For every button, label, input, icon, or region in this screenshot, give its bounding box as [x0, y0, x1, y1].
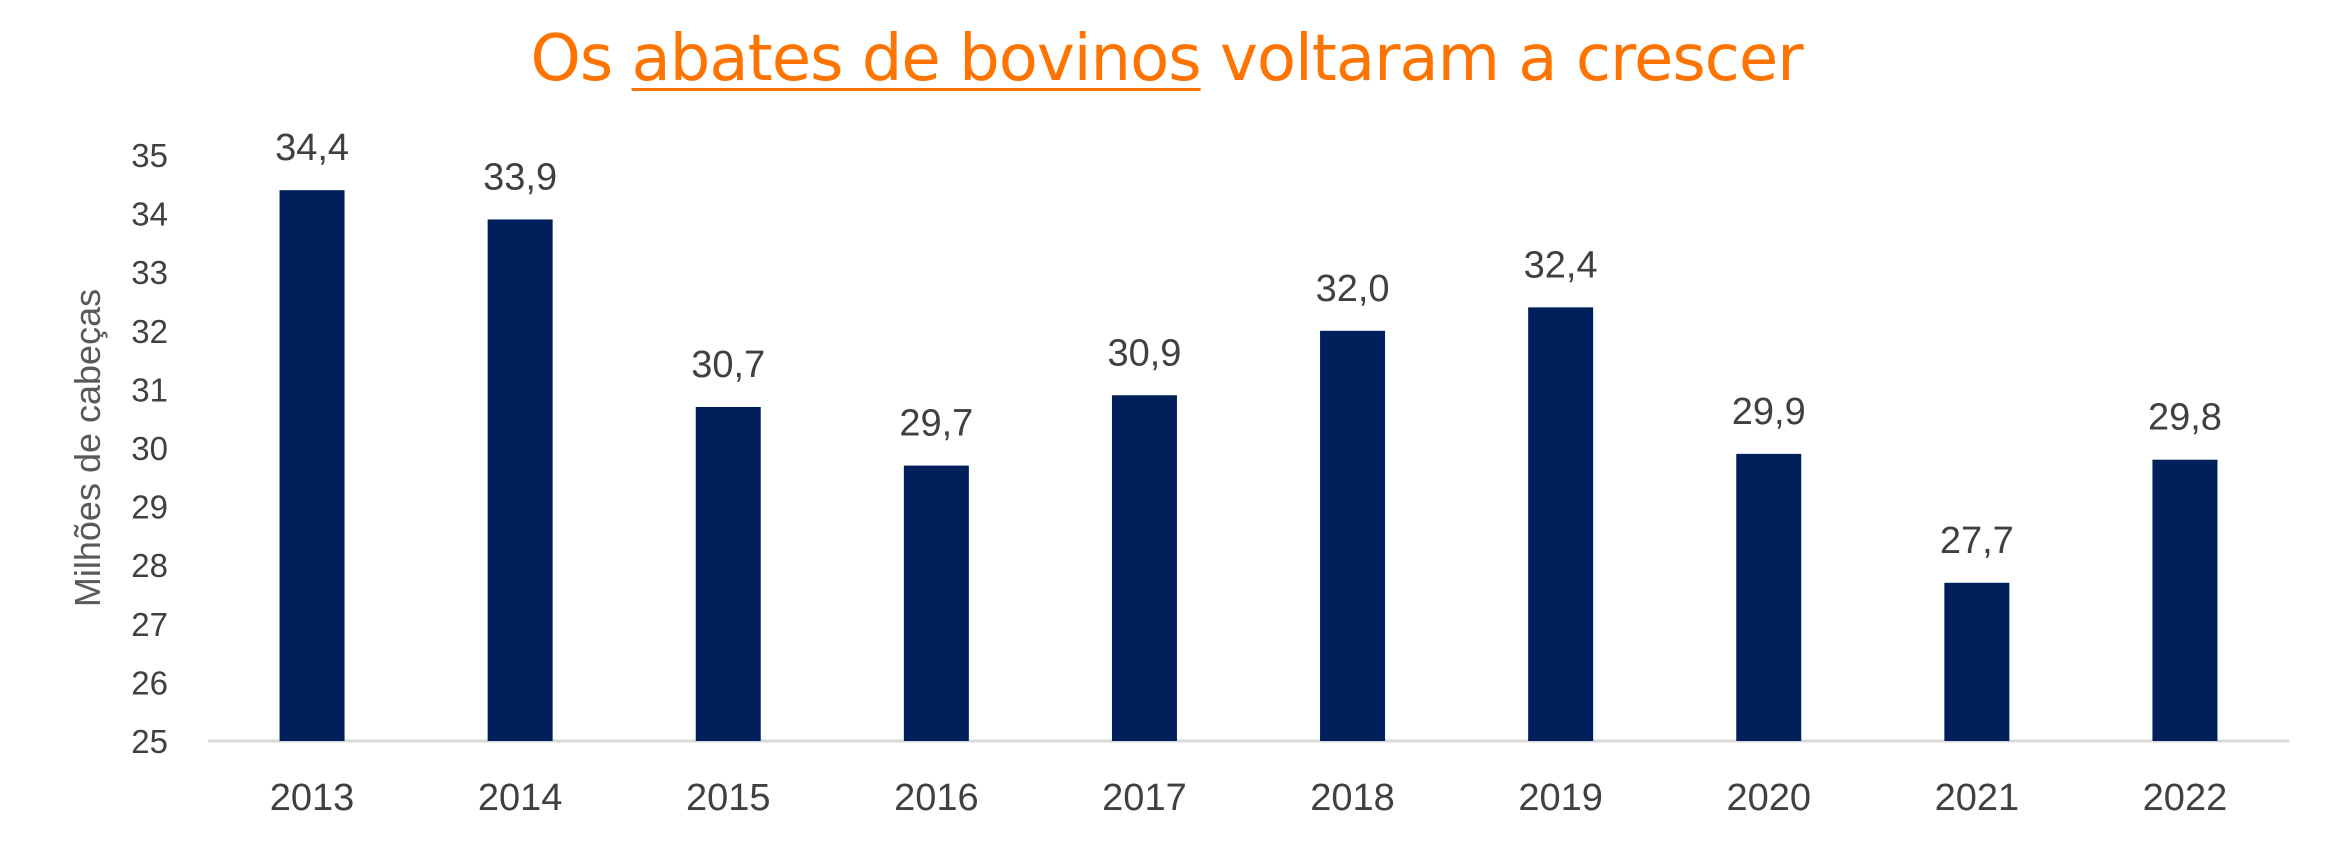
bar-2015 — [695, 406, 761, 741]
data-label-2015: 30,7 — [691, 344, 765, 386]
value-labels: 34,4 33,9 30,7 29,7 30,9 32,0 32,4 29,9 27,7 29,8 — [275, 127, 2222, 562]
y-axis-ticks: 25 26 27 28 29 30 31 32 33 34 35 — [131, 137, 168, 760]
data-label-2018: 32,0 — [1316, 268, 1390, 310]
y-tick-label: 33 — [131, 254, 168, 291]
title-part-after: voltaram a crescer — [1200, 22, 1804, 96]
chart-title: Os abates de bovinos voltaram a crescer — [0, 22, 2333, 96]
y-tick-label: 32 — [131, 313, 168, 350]
data-label-2016: 29,7 — [899, 403, 973, 445]
bar-2013 — [279, 190, 345, 741]
x-tick-label-2013: 2013 — [270, 777, 355, 819]
x-axis-ticks: 2013 2014 2015 2016 2017 2018 2019 2020 2021 2022 — [270, 777, 2227, 819]
bar-2020 — [1736, 453, 1802, 741]
x-tick-label-2021: 2021 — [1935, 777, 2020, 819]
data-label-2014: 33,9 — [483, 156, 557, 198]
data-label-2020: 29,9 — [1732, 391, 1806, 433]
bar-2021 — [1944, 582, 2010, 741]
x-tick-label-2014: 2014 — [478, 777, 563, 819]
data-label-2017: 30,9 — [1107, 332, 1181, 374]
x-tick-label-2019: 2019 — [1518, 777, 1603, 819]
x-tick-label-2020: 2020 — [1726, 777, 1811, 819]
x-tick-label-2017: 2017 — [1102, 777, 1187, 819]
y-tick-label: 29 — [131, 489, 168, 526]
bar-2014 — [487, 219, 553, 741]
x-tick-label-2016: 2016 — [894, 777, 979, 819]
bar-2016 — [903, 465, 969, 741]
bar-2019 — [1528, 307, 1594, 741]
y-tick-label: 30 — [131, 430, 168, 467]
bar-2017 — [1111, 395, 1177, 741]
y-tick-label: 28 — [131, 547, 168, 584]
y-tick-label: 27 — [131, 606, 168, 643]
x-tick-label-2015: 2015 — [686, 777, 771, 819]
title-highlight: abates de bovinos — [631, 22, 1202, 96]
y-tick-label: 26 — [131, 664, 168, 701]
data-label-2021: 27,7 — [1940, 520, 2014, 562]
title-part-before: Os — [530, 22, 632, 96]
y-axis-label-group: Milhões de cabeças — [67, 289, 108, 607]
data-label-2013: 34,4 — [275, 127, 349, 169]
y-axis-label: Milhões de cabeças — [67, 289, 108, 607]
y-tick-label: 34 — [131, 196, 168, 233]
bar-2018 — [1320, 330, 1386, 741]
bars — [279, 190, 2218, 741]
x-tick-label-2022: 2022 — [2143, 777, 2228, 819]
bar-2022 — [2152, 459, 2218, 741]
y-tick-label: 25 — [131, 723, 168, 760]
x-tick-label-2018: 2018 — [1310, 777, 1395, 819]
y-tick-label: 31 — [131, 371, 168, 408]
y-tick-label: 35 — [131, 137, 168, 174]
data-label-2022: 29,8 — [2148, 397, 2222, 439]
data-label-2019: 32,4 — [1524, 244, 1598, 286]
